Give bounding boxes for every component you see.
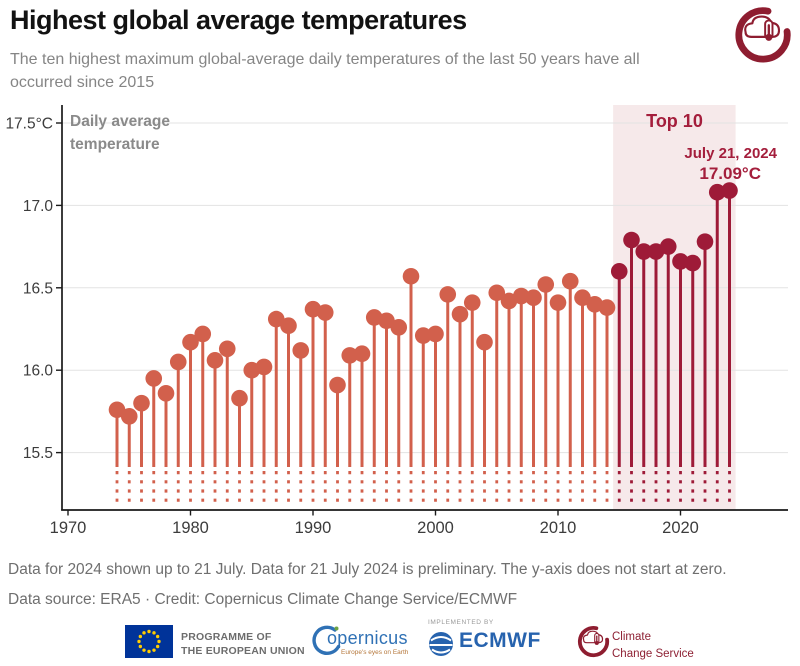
c3s-service-line1: Climate (612, 631, 651, 643)
eu-star (138, 634, 143, 639)
eu-star (147, 649, 151, 654)
dot-2007 (512, 287, 530, 305)
dot-1978 (157, 384, 175, 402)
implemented-by-label: IMPLEMENTED BY (428, 619, 494, 626)
y-tick-label-16.5: 16.5 (23, 280, 53, 297)
dot-2020 (672, 253, 689, 270)
eu-star (155, 644, 160, 649)
dot-1992 (329, 376, 346, 394)
dot-1975 (120, 408, 138, 425)
eu-star (152, 631, 156, 635)
dot-2001 (439, 286, 457, 303)
record-annotation: July 21, 2024 17.09°C (520, 145, 777, 184)
eu-star (138, 644, 143, 649)
dot-1977 (145, 370, 163, 387)
copernicus-wordmark: opernicus (327, 628, 408, 648)
eu-programme-label: PROGRAMME OF THE EUROPEAN UNION (181, 630, 305, 658)
ecmwf-wordmark: ECMWF (459, 629, 541, 652)
eu-star (142, 648, 146, 652)
ecmwf-globe-icon (429, 632, 453, 656)
dot-2010 (549, 294, 567, 311)
record-date: July 21, 2024 (684, 145, 777, 162)
dot-2023 (708, 183, 726, 201)
y-tick-label-16: 16.0 (23, 363, 54, 380)
dot-2011 (561, 272, 579, 290)
eu-programme-line2: THE EUROPEAN UNION (181, 645, 305, 658)
dot-1994 (353, 345, 371, 363)
top10-band-label: Top 10 (646, 111, 703, 131)
dot-2004 (476, 333, 493, 351)
x-tick-label-2020: 2020 (662, 519, 699, 537)
dot-2008 (525, 289, 542, 306)
dot-2016 (623, 231, 640, 249)
eu-flag-icon (125, 625, 173, 658)
page-title: Highest global average temperatures (10, 5, 467, 35)
x-tick-label-1970: 1970 (50, 519, 87, 537)
y-tick-label-17: 17.0 (23, 198, 54, 215)
dot-1987 (267, 310, 285, 328)
eu-star (142, 631, 146, 635)
dot-1998 (402, 267, 420, 285)
dot-1976 (133, 394, 150, 412)
dot-2017 (635, 243, 653, 260)
eu-programme-line1: PROGRAMME OF (181, 631, 272, 643)
dot-1996 (378, 312, 395, 330)
c3s-logo-icon (732, 2, 794, 64)
dot-1974 (108, 401, 126, 419)
dot-2005 (488, 284, 506, 302)
eu-star (155, 634, 160, 639)
dot-2014 (598, 299, 616, 316)
c3s-service-label: Climate Change Service (612, 629, 694, 664)
dot-2003 (463, 294, 481, 311)
eu-star (147, 629, 151, 634)
dot-2021 (684, 254, 702, 272)
dot-1981 (194, 325, 212, 343)
dot-1983 (218, 340, 236, 358)
data-footnote: Data for 2024 shown up to 21 July. Data … (8, 561, 727, 578)
y-axis-inline-title: Daily average temperature (70, 113, 170, 154)
dot-1979 (169, 353, 187, 371)
eu-star (152, 648, 156, 652)
eu-star (157, 639, 161, 644)
dot-1982 (206, 352, 224, 369)
dot-2015 (610, 263, 628, 280)
dot-1988 (280, 317, 297, 335)
dot-2019 (659, 238, 677, 255)
copernicus-swoosh-icon (312, 625, 341, 655)
eu-star (137, 639, 141, 644)
dot-1991 (316, 304, 334, 321)
record-value: 17.09°C (699, 164, 761, 183)
dot-1984 (231, 389, 248, 407)
dot-1989 (292, 342, 310, 359)
dot-1993 (341, 347, 359, 364)
c3s-footer-logo-icon (576, 623, 611, 658)
dot-2000 (427, 325, 444, 343)
x-tick-label-2010: 2010 (540, 519, 577, 537)
c3s-service-line2: Change Service (612, 648, 694, 661)
page-subtitle: The ten highest maximum global-average d… (10, 51, 640, 91)
top10-band (613, 105, 736, 510)
dot-2022 (696, 233, 714, 250)
dot-1980 (182, 333, 199, 351)
dot-2012 (574, 289, 591, 306)
dot-2009 (537, 276, 555, 293)
x-tick-label-1980: 1980 (172, 519, 209, 537)
x-tick-label-1990: 1990 (295, 519, 332, 537)
dot-2002 (451, 305, 469, 323)
data-source: Data source: ERA5 · Credit: Copernicus C… (8, 591, 518, 608)
dot-1999 (414, 327, 432, 344)
y-tick-label-15.5: 15.5 (23, 445, 53, 462)
y-tick-label-17.5: 17.5°C (5, 116, 53, 133)
x-tick-label-2000: 2000 (417, 519, 454, 537)
dot-1997 (390, 319, 408, 336)
dot-2024 (721, 182, 738, 199)
copernicus-tagline: Europe's eyes on Earth (341, 649, 409, 656)
dot-1986 (255, 358, 273, 376)
